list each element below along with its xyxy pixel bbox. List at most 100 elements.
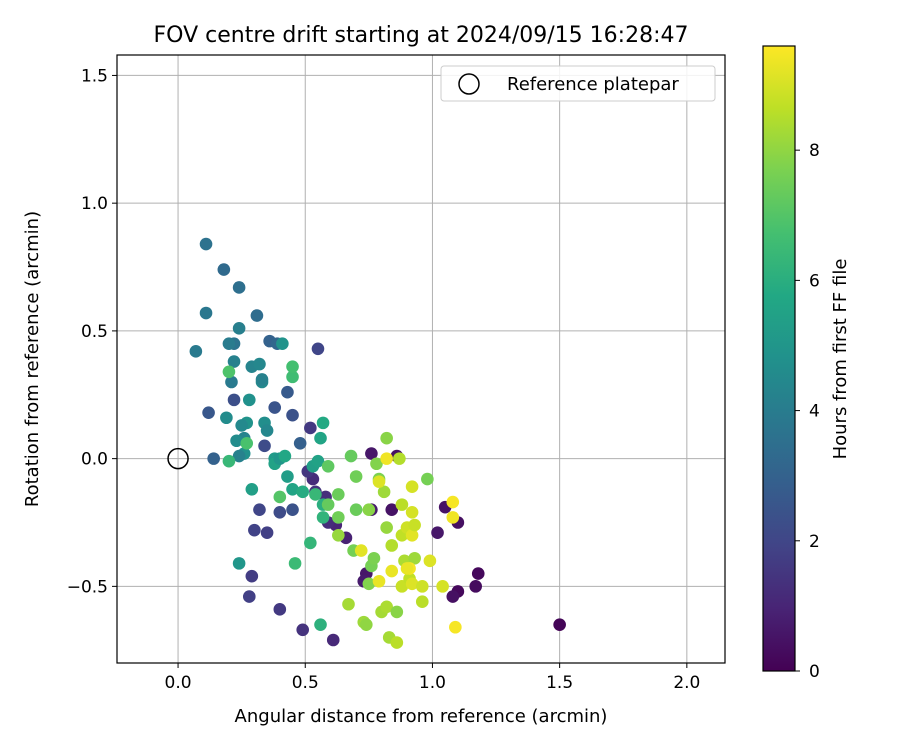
- scatter-point: [421, 472, 434, 486]
- scatter-point: [311, 454, 325, 468]
- y-tick-label: 0.5: [81, 322, 108, 342]
- scatter-point: [390, 605, 404, 619]
- legend-box: [440, 65, 716, 102]
- scatter-point: [304, 421, 317, 435]
- scatter-point: [240, 437, 254, 450]
- scatter-point: [415, 580, 429, 593]
- chart-title: FOV centre drift starting at 2024/09/15 …: [154, 23, 689, 48]
- x-tick-label: 0.0: [165, 673, 192, 693]
- scatter-point: [332, 511, 345, 524]
- scatter-point: [405, 505, 419, 519]
- scatter-point: [446, 495, 460, 509]
- scatter-point: [405, 577, 419, 591]
- scatter-point: [281, 385, 294, 399]
- scatter-point: [232, 281, 246, 294]
- scatter-point: [321, 459, 335, 473]
- scatter-point: [446, 590, 460, 603]
- scatter-point: [248, 523, 261, 537]
- scatter-point: [380, 521, 393, 534]
- scatter-point: [232, 449, 246, 463]
- scatter-point: [281, 470, 294, 483]
- y-tick-label: 1.0: [81, 194, 108, 214]
- scatter-point: [222, 454, 236, 468]
- scatter-point: [296, 623, 310, 637]
- scatter-point: [400, 562, 414, 575]
- scatter-point: [471, 567, 485, 580]
- scatter-point: [278, 449, 292, 463]
- scatter-point: [332, 488, 345, 501]
- scatter-point: [268, 401, 282, 414]
- scatter-point: [288, 557, 302, 570]
- colorbar-ticks: 0 2 4 6 8: [795, 141, 820, 682]
- colorbar-tick-label: 6: [809, 271, 820, 291]
- y-tick-label: 1.5: [81, 66, 108, 86]
- scatter-point: [362, 503, 376, 517]
- scatter-point: [227, 393, 241, 407]
- scatter-point: [332, 528, 345, 542]
- x-tick-label: 1.5: [546, 673, 573, 693]
- scatter-point: [273, 603, 287, 616]
- scatter-point: [395, 580, 409, 593]
- scatter-point: [253, 503, 266, 517]
- scatter-point: [258, 439, 271, 453]
- scatter-point: [377, 485, 391, 499]
- scatter-point: [255, 373, 269, 386]
- colorbar-tick-label: 0: [809, 662, 820, 682]
- scatter-point: [286, 360, 299, 373]
- legend: Reference platepar: [440, 65, 716, 102]
- scatter-point: [230, 434, 243, 448]
- scatter-point: [354, 544, 368, 557]
- scatter-point: [242, 393, 256, 407]
- scatter-point: [380, 452, 393, 465]
- scatter-point: [385, 503, 399, 517]
- scatter-point: [260, 526, 274, 540]
- scatter-point: [316, 416, 330, 430]
- scatter-point: [393, 452, 406, 465]
- scatter-point: [222, 337, 236, 350]
- scatter-point: [370, 457, 383, 471]
- scatter-points: [189, 237, 566, 649]
- scatter-point: [207, 452, 220, 465]
- x-axis-ticks: 0.0 0.5 1.0 1.5 2.0: [165, 663, 700, 693]
- scatter-point: [311, 342, 325, 356]
- scatter-point: [232, 322, 246, 335]
- plot-area: 0.0 0.5 1.0 1.5 2.0 −0.5 0.0 0.5 1.0 1.5: [67, 54, 726, 693]
- colorbar-frame: [762, 45, 796, 672]
- colorbar-tick-label: 4: [809, 402, 820, 422]
- scatter-point: [199, 237, 213, 251]
- colorbar-tick-label: 2: [809, 532, 820, 552]
- scatter-point: [553, 618, 566, 631]
- scatter-point: [235, 419, 248, 432]
- scatter-point: [242, 590, 256, 603]
- scatter-point: [372, 574, 386, 588]
- scatter-point: [344, 449, 358, 463]
- scatter-point: [286, 503, 299, 517]
- plot-background: [117, 55, 725, 663]
- scatter-point: [395, 498, 409, 511]
- scatter-point: [385, 564, 399, 578]
- scatter-point: [293, 437, 307, 450]
- scatter-point: [253, 357, 266, 371]
- scatter-point: [385, 539, 399, 552]
- plot-frame: [116, 54, 726, 664]
- scatter-point: [449, 620, 462, 634]
- x-tick-label: 0.5: [292, 673, 319, 693]
- scatter-point: [314, 618, 327, 631]
- scatter-point: [225, 375, 238, 389]
- scatter-point: [314, 431, 327, 445]
- scatter-point: [189, 345, 203, 358]
- y-axis-label: Rotation from reference (arcmin): [22, 211, 43, 507]
- x-axis-label: Angular distance from reference (arcmin): [235, 706, 608, 727]
- scatter-point: [273, 505, 287, 519]
- scatter-point: [250, 309, 264, 322]
- scatter-point: [372, 475, 386, 488]
- scatter-point: [202, 406, 215, 419]
- scatter-point: [446, 511, 460, 524]
- y-tick-label: −0.5: [67, 577, 108, 597]
- scatter-point: [286, 408, 299, 422]
- y-axis-ticks: −0.5 0.0 0.5 1.0 1.5: [67, 66, 117, 597]
- colorbar-label: Hours from first FF file: [830, 259, 851, 460]
- scatter-point: [220, 411, 233, 425]
- scatter-point: [367, 551, 381, 565]
